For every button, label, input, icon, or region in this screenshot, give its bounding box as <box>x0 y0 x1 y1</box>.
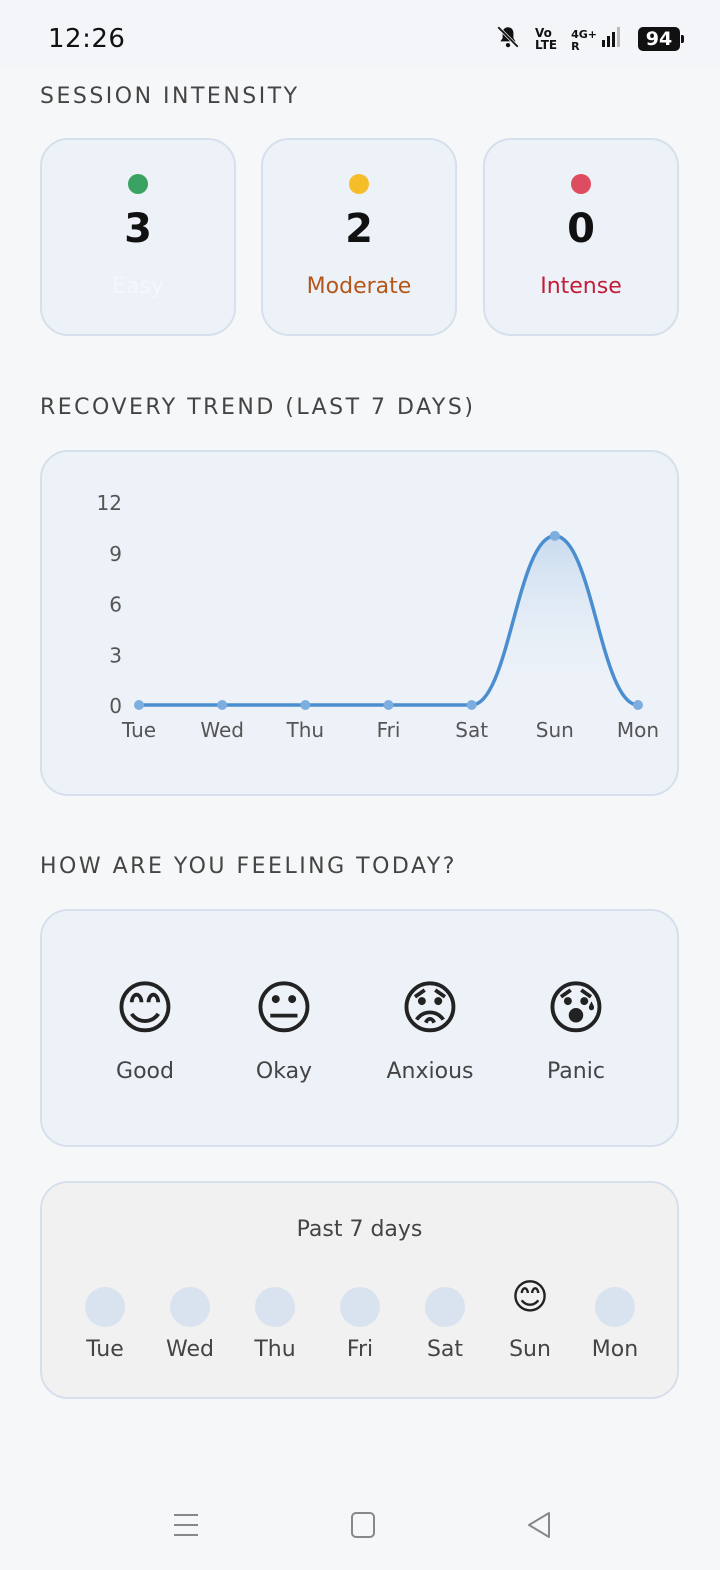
moderate-label: Moderate <box>306 274 412 299</box>
mood-picker-card: 😊 Good 😐 Okay 😟 Anxious 😰 Panic <box>40 909 679 1147</box>
intense-count: 0 <box>567 206 595 252</box>
day-thu[interactable]: Thu <box>235 1275 315 1362</box>
chart-point <box>217 700 228 710</box>
mood-label: Good <box>116 1059 174 1084</box>
status-time: 12:26 <box>48 24 126 54</box>
worried-face-icon: 😟 <box>399 974 461 1042</box>
moderate-count: 2 <box>345 206 373 252</box>
intense-label: Intense <box>540 274 622 299</box>
day-label: Sat <box>426 1337 464 1362</box>
y-tick-label: 3 <box>109 643 122 667</box>
mood-label: Okay <box>255 1059 313 1084</box>
day-tue[interactable]: Tue <box>65 1275 145 1362</box>
empty-day-circle <box>255 1287 295 1327</box>
y-tick-label: 6 <box>109 593 122 617</box>
x-tick-label: Wed <box>200 718 244 742</box>
x-tick-label: Tue <box>121 718 156 742</box>
day-wed[interactable]: Wed <box>150 1275 230 1362</box>
y-tick-label: 12 <box>97 491 122 515</box>
mood-okay[interactable]: 😐 Okay <box>224 973 344 1084</box>
anxious-sweat-face-icon: 😰 <box>545 974 607 1042</box>
feeling-title: HOW ARE YOU FEELING TODAY? <box>40 854 457 879</box>
system-nav-bar <box>0 1480 720 1570</box>
back-triangle-icon[interactable] <box>524 1510 554 1544</box>
chart-point <box>383 700 394 710</box>
session-intensity-title: SESSION INTENSITY <box>40 84 300 109</box>
recovery-trend-title: RECOVERY TREND (LAST 7 DAYS) <box>40 395 476 420</box>
day-label: Tue <box>86 1337 124 1362</box>
network-label: 4G+ <box>571 28 597 41</box>
recovery-chart-card: 0 3 6 9 12 Tue Wed Thu Fri Sat Sun Mon <box>40 450 679 796</box>
mood-good[interactable]: 😊 Good <box>85 973 205 1084</box>
neutral-face-icon: 😐 <box>253 974 315 1042</box>
chart-point <box>300 700 311 710</box>
network-indicator: 4G+ R <box>571 25 624 53</box>
x-tick-label: Mon <box>617 718 659 742</box>
day-label: Wed <box>166 1337 214 1362</box>
smiling-face-icon: 😊 <box>511 1277 549 1318</box>
empty-day-circle <box>85 1287 125 1327</box>
x-tick-label: Sun <box>536 718 574 742</box>
chart-point <box>134 700 144 710</box>
status-bar: 12:26 Vo LTE 4G+ R <box>0 0 720 66</box>
easy-count: 3 <box>124 206 152 252</box>
intensity-card-easy[interactable]: 3 Easy <box>40 138 236 336</box>
network-type: 4G+ R <box>571 29 597 53</box>
past-7-days-card: Past 7 days Tue Wed Thu Fri Sat 😊 Sun Mon <box>40 1181 679 1399</box>
day-sun[interactable]: 😊 Sun <box>490 1275 570 1362</box>
x-tick-label: Sat <box>455 718 488 742</box>
empty-day-circle <box>340 1287 380 1327</box>
day-fri[interactable]: Fri <box>320 1275 400 1362</box>
day-mon[interactable]: Mon <box>575 1275 655 1362</box>
day-label: Mon <box>591 1337 639 1362</box>
empty-day-circle <box>425 1287 465 1327</box>
day-label: Sun <box>509 1337 551 1362</box>
volte-indicator: Vo LTE <box>535 27 557 51</box>
volte-top: Vo <box>535 26 552 40</box>
y-tick-label: 9 <box>109 542 122 566</box>
x-tick-label: Thu <box>286 718 325 742</box>
recovery-line-chart: 0 3 6 9 12 Tue Wed Thu Fri Sat Sun Mon <box>97 491 660 742</box>
intensity-card-moderate[interactable]: 2 Moderate <box>261 138 457 336</box>
bell-off-icon <box>495 24 521 54</box>
day-label: Fri <box>346 1337 374 1362</box>
easy-dot <box>128 174 148 194</box>
signal-bars-icon <box>600 25 624 53</box>
x-tick-label: Fri <box>377 718 401 742</box>
network-sub: R <box>571 40 580 53</box>
smiling-face-icon: 😊 <box>114 974 176 1042</box>
volte-bottom: LTE <box>535 38 558 52</box>
chart-point <box>633 700 643 710</box>
chart-series-line <box>139 534 639 707</box>
chart-point <box>549 530 560 541</box>
mood-panic[interactable]: 😰 Panic <box>516 973 636 1084</box>
home-square-icon[interactable] <box>348 1510 378 1544</box>
chart-area-fill <box>139 535 638 705</box>
intensity-card-intense[interactable]: 0 Intense <box>483 138 679 336</box>
status-icons: Vo LTE 4G+ R 94 <box>495 24 684 54</box>
day-sat[interactable]: Sat <box>405 1275 485 1362</box>
y-tick-label: 0 <box>109 694 122 718</box>
day-label: Thu <box>254 1337 296 1362</box>
chart-point <box>466 700 477 710</box>
empty-day-circle <box>170 1287 210 1327</box>
mood-label: Anxious <box>386 1059 474 1084</box>
easy-label: Easy <box>112 274 164 299</box>
moderate-dot <box>349 174 369 194</box>
mood-anxious[interactable]: 😟 Anxious <box>370 973 490 1084</box>
mood-label: Panic <box>547 1059 605 1084</box>
intense-dot <box>571 174 591 194</box>
past-7-days-title: Past 7 days <box>296 1217 423 1242</box>
empty-day-circle <box>595 1287 635 1327</box>
menu-icon[interactable] <box>170 1510 202 1544</box>
battery-indicator: 94 <box>638 27 684 51</box>
